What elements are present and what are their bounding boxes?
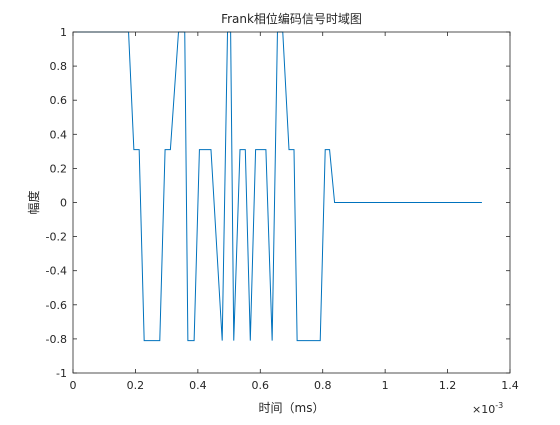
ticks-layer: 0 0.2 0.4 0.6 0.8 1 1.2 1.4 -1 -0.8 -0.6 -0.4 -0.2 0 0… — [46, 26, 519, 392]
y-tick-label: -1 — [56, 367, 67, 380]
x-axis-exponent-base: ×10 — [472, 403, 495, 416]
x-axis-exponent-power: -3 — [495, 401, 503, 410]
chart-title: Frank相位编码信号时域图 — [221, 11, 362, 26]
y-tick-label: 0 — [60, 197, 67, 210]
x-axis-title: 时间（ms） — [259, 401, 325, 415]
y-tick-label: 0.2 — [50, 162, 68, 175]
x-tick-label: 0 — [70, 379, 77, 392]
y-tick-label: -0.4 — [46, 265, 67, 278]
x-tick-label: 0.6 — [252, 379, 270, 392]
x-tick-label: 0.4 — [189, 379, 207, 392]
y-tick-label: 0.6 — [50, 94, 68, 107]
series-layer — [73, 31, 482, 342]
series-line-0 — [73, 31, 482, 342]
y-tick-label: -0.8 — [46, 333, 67, 346]
x-tick-label: 1.2 — [439, 379, 457, 392]
x-tick-label: 0.2 — [127, 379, 145, 392]
x-tick-label: 1 — [382, 379, 389, 392]
y-tick-label: 1 — [60, 26, 67, 39]
y-tick-label: 0.8 — [50, 60, 68, 73]
y-tick-label: -0.6 — [46, 299, 67, 312]
y-tick-label: -0.2 — [46, 231, 67, 244]
x-tick-label: 1.4 — [501, 379, 519, 392]
x-axis-exponent: ×10-3 — [472, 401, 503, 416]
y-tick-label: 0.4 — [50, 128, 68, 141]
y-axis-title: 幅度 — [26, 190, 41, 214]
x-tick-label: 0.8 — [314, 379, 332, 392]
